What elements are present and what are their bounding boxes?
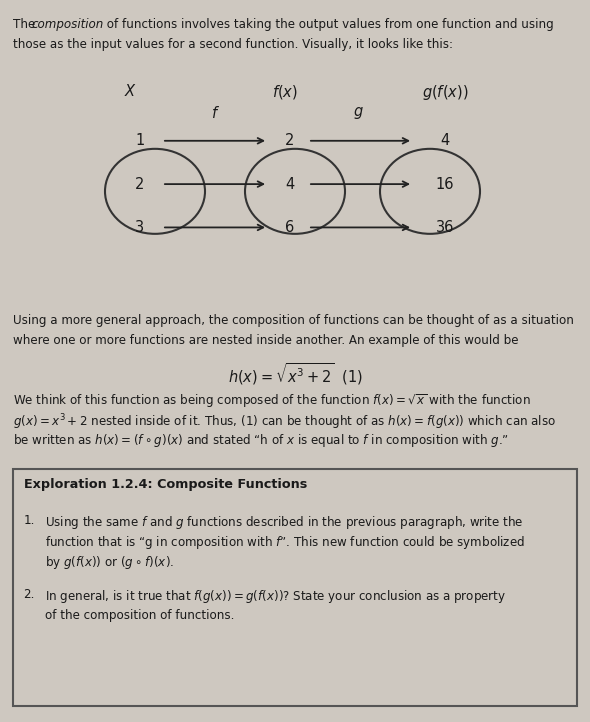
Text: function that is “g in composition with $f$”. This new function could be symboli: function that is “g in composition with …: [45, 534, 525, 552]
Text: $g(f(x))$: $g(f(x))$: [422, 83, 468, 102]
Text: of functions involves taking the output values from one function and using: of functions involves taking the output …: [103, 18, 554, 31]
Text: 6: 6: [286, 220, 294, 235]
Text: 1: 1: [135, 134, 145, 148]
Text: Using a more general approach, the composition of functions can be thought of as: Using a more general approach, the compo…: [13, 314, 574, 327]
Text: In general, is it true that $f(g(x)) = g(f(x))$? State your conclusion as a prop: In general, is it true that $f(g(x)) = g…: [45, 588, 507, 606]
Text: $X$: $X$: [123, 83, 136, 99]
FancyBboxPatch shape: [13, 469, 577, 706]
Text: by $g(f(x))$ or $(g \circ f)(x)$.: by $g(f(x))$ or $(g \circ f)(x)$.: [45, 554, 175, 572]
Text: 36: 36: [436, 220, 454, 235]
Text: those as the input values for a second function. Visually, it looks like this:: those as the input values for a second f…: [13, 38, 453, 51]
Text: 3: 3: [136, 220, 145, 235]
Text: 1.: 1.: [24, 514, 35, 527]
Text: 16: 16: [436, 177, 454, 191]
Text: Using the same $f$ and $g$ functions described in the previous paragraph, write : Using the same $f$ and $g$ functions des…: [45, 514, 524, 531]
Text: composition: composition: [32, 18, 104, 31]
Text: 4: 4: [286, 177, 294, 191]
Text: be written as $h(x) = (f \circ g)(x)$ and stated “h of $x$ is equal to $f$ in co: be written as $h(x) = (f \circ g)(x)$ an…: [13, 432, 509, 450]
Text: $f$: $f$: [211, 105, 219, 121]
Text: 2: 2: [286, 134, 294, 148]
Text: Exploration 1.2.4: Composite Functions: Exploration 1.2.4: Composite Functions: [24, 478, 307, 491]
Text: The: The: [13, 18, 39, 31]
Text: of the composition of functions.: of the composition of functions.: [45, 609, 235, 622]
Text: $h(x) = \sqrt{x^3+2}\;$ (1): $h(x) = \sqrt{x^3+2}\;$ (1): [228, 361, 362, 387]
Text: $f(x)$: $f(x)$: [272, 83, 298, 101]
Text: $g(x) = x^3+2$ nested inside of it. Thus, (1) can be thought of as $h(x) = f(g(x: $g(x) = x^3+2$ nested inside of it. Thus…: [13, 412, 556, 432]
Text: where one or more functions are nested inside another. An example of this would : where one or more functions are nested i…: [13, 334, 519, 347]
Text: 2.: 2.: [24, 588, 35, 601]
Text: $g$: $g$: [353, 105, 363, 121]
Text: 4: 4: [440, 134, 450, 148]
Text: 2: 2: [135, 177, 145, 191]
Text: We think of this function as being composed of the function $f(x) = \sqrt{x}$ wi: We think of this function as being compo…: [13, 392, 530, 410]
